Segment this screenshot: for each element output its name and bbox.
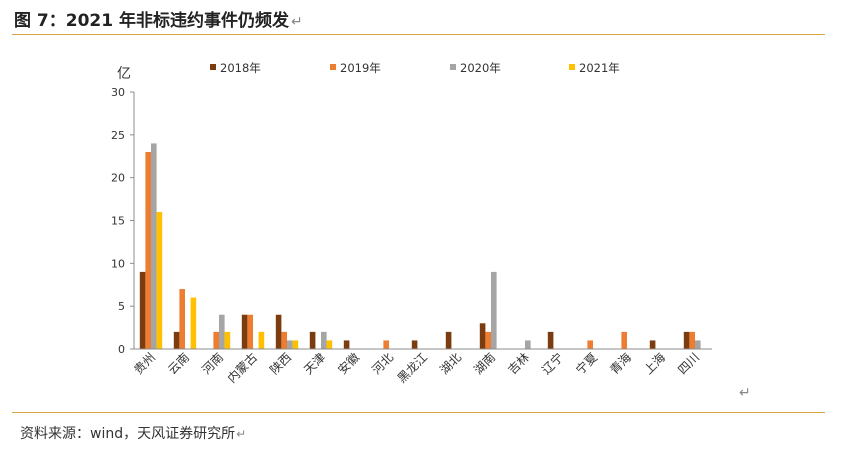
bar-湖南-2018年 (479, 323, 486, 349)
x-tick-label: 天津 (301, 350, 328, 377)
x-tick-label: 四川 (675, 350, 702, 377)
x-tick-label: 湖北 (437, 350, 465, 378)
bar-云南-2019年 (179, 289, 185, 349)
x-tick-label: 贵州 (131, 350, 158, 377)
bar-贵州-2020年 (151, 143, 157, 349)
x-tick-label: 吉林 (505, 350, 532, 377)
x-tick-label: 宁夏 (573, 350, 601, 378)
y-tick-label: 10 (111, 257, 125, 270)
top-divider (12, 34, 825, 35)
bottom-divider (12, 412, 825, 413)
legend-label: 2019年 (340, 61, 381, 75)
x-tick-label: 上海 (641, 350, 669, 378)
y-tick-label: 20 (111, 172, 125, 185)
bar-河南-2021年 (224, 331, 231, 349)
x-tick-label: 云南 (165, 350, 193, 378)
bar-湖南-2019年 (485, 331, 491, 349)
bar-四川-2020年 (695, 340, 701, 349)
legend-swatch-2018年 (210, 64, 216, 70)
y-tick-label: 25 (111, 129, 125, 142)
bar-河南-2020年 (219, 314, 225, 349)
bar-云南-2018年 (173, 331, 180, 349)
legend-swatch-2019年 (330, 64, 336, 70)
bar-安徽-2018年 (343, 340, 350, 349)
figure-title: 图 7：2021 年非标违约事件仍频发 ↵ (14, 6, 303, 31)
x-tick-label: 内蒙古 (224, 350, 260, 386)
y-tick-label: 15 (111, 215, 125, 228)
bar-天津-2021年 (326, 340, 333, 349)
bar-天津-2018年 (309, 331, 316, 349)
x-tick-label: 安徽 (335, 350, 363, 378)
bar-陕西-2021年 (292, 340, 299, 349)
bar-黑龙江-2018年 (411, 340, 418, 349)
legend-swatch-2020年 (450, 64, 456, 70)
bar-内蒙古-2019年 (247, 314, 253, 349)
bar-贵州-2019年 (145, 151, 151, 349)
x-tick-label: 湖南 (471, 350, 499, 378)
x-tick-label: 青海 (607, 350, 635, 378)
bar-四川-2018年 (683, 331, 690, 349)
source-note: 资料来源：wind，天风证券研究所↵ (20, 423, 246, 443)
bar-吉林-2020年 (525, 340, 531, 349)
bar-陕西-2020年 (287, 340, 293, 349)
bar-湖北-2018年 (445, 331, 452, 349)
y-axis-unit-label: 亿 (117, 66, 131, 82)
source-text: 资料来源：wind，天风证券研究所 (20, 426, 236, 442)
x-tick-label: 河南 (199, 350, 227, 378)
x-tick-label: 河北 (369, 350, 396, 377)
figure-title-text: 图 7：2021 年非标违约事件仍频发 (14, 11, 289, 31)
chart-return-mark-icon: ↵ (739, 385, 751, 401)
bar-陕西-2018年 (275, 314, 282, 349)
bar-河南-2019年 (213, 331, 219, 349)
x-tick-label: 黑龙江 (395, 350, 430, 385)
x-tick-label: 陕西 (267, 350, 295, 378)
bar-河北-2019年 (383, 340, 389, 349)
source-return-mark-icon: ↵ (236, 427, 247, 441)
bar-上海-2018年 (649, 340, 656, 349)
y-tick-label: 0 (118, 343, 125, 356)
bar-内蒙古-2021年 (258, 331, 265, 349)
bar-天津-2020年 (321, 331, 327, 349)
bar-宁夏-2019年 (587, 340, 593, 349)
bar-贵州-2021年 (156, 211, 163, 349)
legend-swatch-2021年 (569, 64, 575, 70)
bar-内蒙古-2018年 (241, 314, 248, 349)
y-tick-label: 5 (118, 300, 125, 313)
legend-label: 2020年 (460, 61, 501, 75)
legend-label: 2018年 (220, 61, 261, 75)
bar-云南-2021年 (190, 297, 197, 349)
y-tick-label: 30 (111, 86, 125, 99)
return-mark-icon: ↵ (290, 14, 303, 30)
bar-陕西-2019年 (281, 331, 287, 349)
bar-青海-2019年 (621, 331, 627, 349)
legend-label: 2021年 (579, 61, 620, 75)
bar-辽宁-2018年 (547, 331, 554, 349)
bar-贵州-2018年 (139, 271, 146, 349)
x-tick-label: 辽宁 (539, 350, 567, 378)
bar-四川-2019年 (689, 331, 695, 349)
bar-湖南-2020年 (491, 271, 497, 349)
